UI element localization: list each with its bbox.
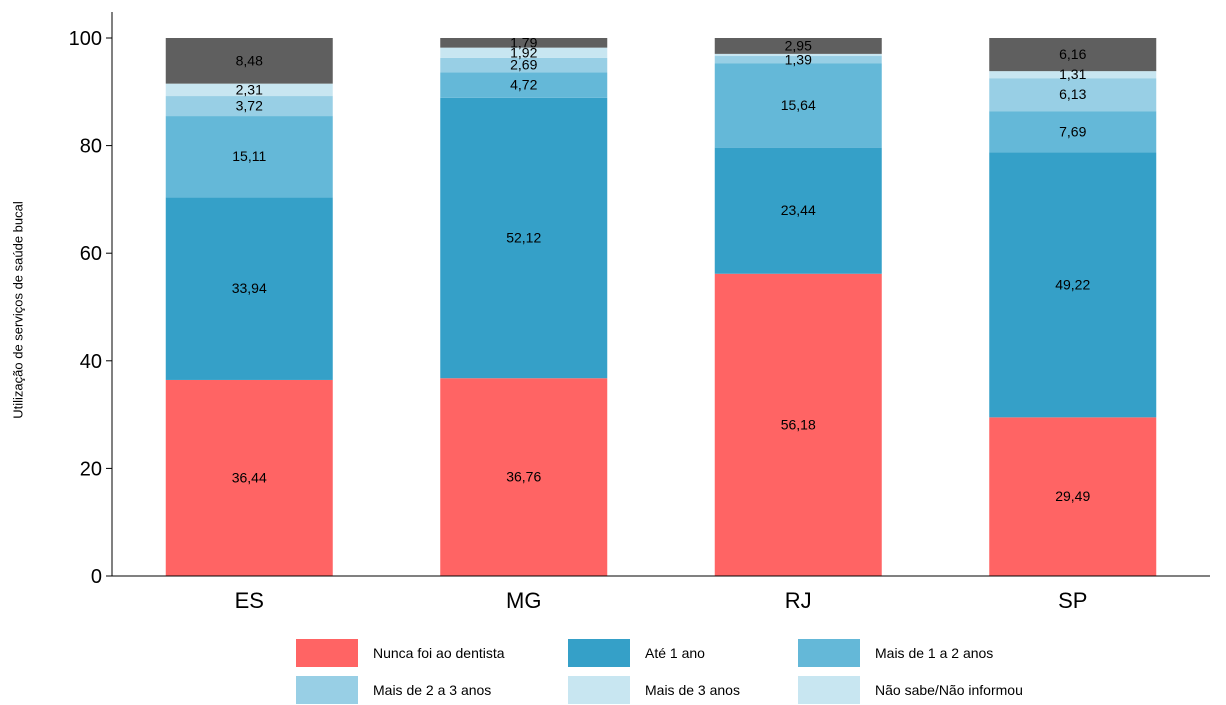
legend-label-nunca: Nunca foi ao dentista [373, 645, 505, 661]
data-label-es-3: 3,72 [236, 98, 263, 114]
bar-segment-rj-4 [714, 53, 882, 57]
y-axis-label: Utilização de serviços de saúde bucal [10, 201, 26, 419]
bar-segment-mg-0 [440, 378, 608, 576]
bar-segment-es-3 [165, 96, 333, 117]
bar-segment-mg-5 [440, 38, 608, 48]
bar-segment-es-0 [165, 379, 333, 576]
bar-segment-sp-1 [989, 152, 1157, 418]
bar-segment-rj-1 [714, 147, 882, 274]
legend-item-1-a-2-anos: Mais de 1 a 2 anos [798, 638, 993, 668]
bar-segment-es-5 [165, 38, 333, 84]
data-label-sp-0: 29,49 [1055, 488, 1090, 504]
x-tick-label-sp: SP [1058, 588, 1087, 613]
legend-swatch-2-a-3-anos [296, 676, 358, 704]
data-label-rj-0: 56,18 [781, 416, 816, 432]
data-label-es-2: 15,11 [232, 148, 266, 164]
bar-segment-es-1 [165, 197, 333, 380]
legend-item-mais-3-anos: Mais de 3 anos [568, 675, 740, 705]
legend-swatch-nunca [296, 639, 358, 667]
legend-swatch-mais-3-anos [568, 676, 630, 704]
bar-segment-mg-3 [440, 57, 608, 73]
bars-group [165, 38, 1157, 576]
data-label-es-0: 36,44 [232, 469, 267, 485]
legend-item-nao-sabe: Não sabe/Não informou [798, 675, 1023, 705]
legend-item-nunca: Nunca foi ao dentista [296, 638, 505, 668]
bar-segment-sp-2 [989, 111, 1157, 153]
bar-segment-es-4 [165, 83, 333, 97]
legend-label-nao-sabe: Não sabe/Não informou [875, 682, 1023, 698]
data-label-sp-2: 7,69 [1059, 123, 1086, 139]
y-tick-label-80: 80 [80, 136, 102, 158]
data-label-mg-3: 2,69 [510, 57, 537, 73]
legend-item-2-a-3-anos: Mais de 2 a 3 anos [296, 675, 491, 705]
bar-segment-sp-4 [989, 71, 1157, 79]
bar-segment-rj-2 [714, 63, 882, 148]
bar-segment-rj-0 [714, 273, 882, 576]
bar-segment-mg-1 [440, 97, 608, 379]
legend: Nunca foi ao dentista Até 1 ano Mais de … [296, 638, 1036, 704]
bar-segment-rj-5 [714, 38, 882, 54]
y-tick-label-60: 60 [80, 243, 102, 265]
data-label-rj-2: 15,64 [781, 97, 816, 113]
y-tick-label-0: 0 [91, 566, 102, 588]
data-label-es-5: 8,48 [236, 52, 263, 68]
data-label-sp-5: 6,16 [1059, 46, 1086, 62]
legend-label-2-a-3-anos: Mais de 2 a 3 anos [373, 682, 492, 698]
data-label-mg-0: 36,76 [506, 469, 541, 485]
y-tick-label-100: 100 [69, 28, 102, 50]
legend-label-mais-3-anos: Mais de 3 anos [645, 682, 740, 698]
segment-labels-group: 36,44 33,94 15,11 3,722,31 8,48 36,76 52,12 4,7… [232, 34, 1091, 504]
legend-swatch-ate-1-ano [568, 639, 630, 667]
data-label-mg-2: 4,72 [510, 77, 537, 93]
x-tick-label-es: ES [235, 588, 264, 613]
data-label-rj-5: 2,95 [785, 37, 812, 53]
legend-label-ate-1-ano: Até 1 ano [645, 645, 705, 661]
bar-segment-mg-4 [440, 47, 608, 58]
y-tick-label-40: 40 [80, 351, 102, 373]
legend-item-ate-1-ano: Até 1 ano [568, 638, 705, 668]
data-label-sp-1: 49,22 [1055, 276, 1090, 292]
data-label-rj-1: 23,44 [781, 202, 816, 218]
data-label-mg-5: 1,79 [510, 34, 537, 50]
bar-segment-sp-3 [989, 78, 1157, 112]
bar-segment-rj-3 [714, 56, 882, 64]
y-tick-label-20: 20 [80, 458, 102, 480]
data-label-mg-4: 1,92 [510, 44, 537, 60]
bar-segment-es-2 [165, 116, 333, 198]
data-label-sp-3: 6,13 [1059, 86, 1086, 102]
x-tick-label-mg: MG [506, 588, 541, 613]
data-label-mg-1: 52,12 [506, 230, 541, 246]
bar-segment-mg-2 [440, 72, 608, 98]
data-label-es-1: 33,94 [232, 280, 267, 296]
legend-label-1-a-2-anos: Mais de 1 a 2 anos [875, 645, 994, 661]
legend-swatch-1-a-2-anos [798, 639, 860, 667]
x-tick-label-rj: RJ [785, 588, 812, 613]
bar-segment-sp-5 [989, 38, 1157, 72]
bar-segment-sp-0 [989, 417, 1157, 576]
legend-swatch-nao-sabe [798, 676, 860, 704]
data-label-rj-3: 1,39 [785, 51, 812, 67]
axes-group: ES MG RJ SP 0 20 40 60 80 100 [69, 12, 1210, 613]
data-label-sp-4: 1,31 [1059, 66, 1086, 82]
data-label-es-4: 2,31 [236, 81, 263, 97]
